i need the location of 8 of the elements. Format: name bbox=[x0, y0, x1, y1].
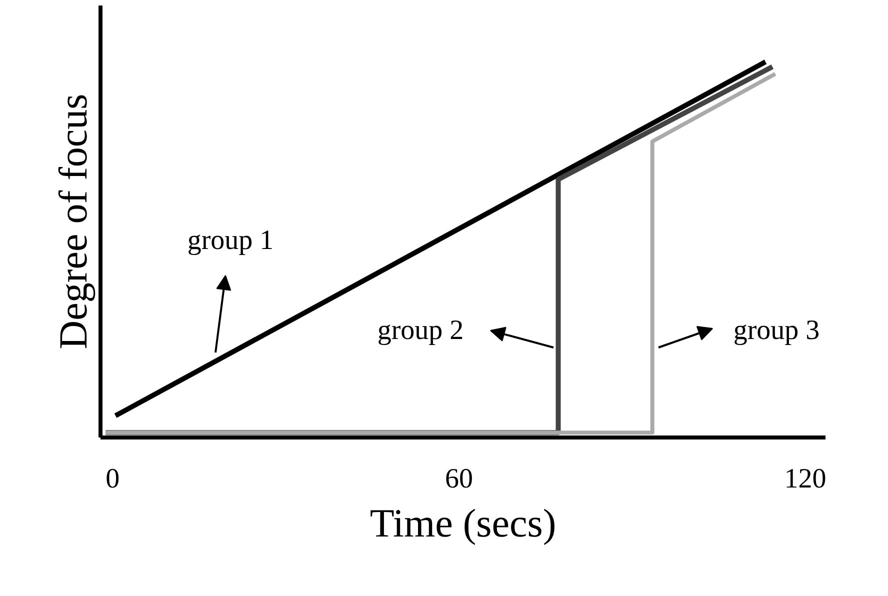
x-tick-label: 0 bbox=[106, 464, 120, 494]
x-tick-label: 60 bbox=[444, 464, 473, 494]
annotation: group 3 bbox=[733, 315, 820, 346]
annotation: group 2 bbox=[377, 315, 464, 346]
annotation: group 1 bbox=[187, 225, 274, 256]
x-tick-label: 120 bbox=[784, 464, 826, 494]
x-axis-title: Time (secs) bbox=[370, 500, 556, 546]
y-axis-title: Degree of focus bbox=[50, 94, 96, 350]
